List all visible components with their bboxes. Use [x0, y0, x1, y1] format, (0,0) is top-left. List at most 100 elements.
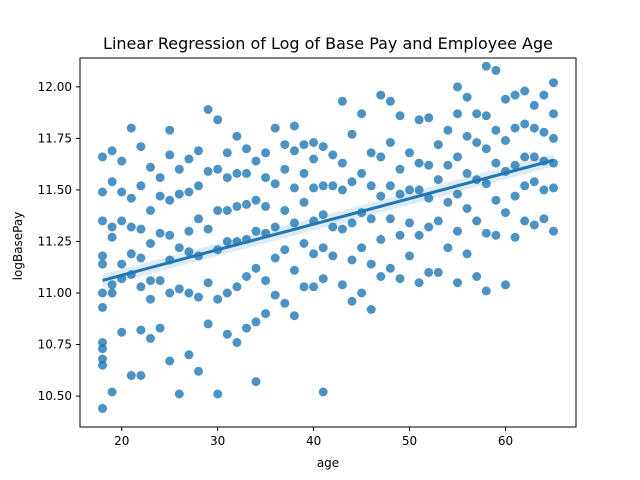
data-point — [126, 371, 136, 380]
data-point — [232, 168, 242, 178]
data-point — [126, 249, 136, 259]
data-point — [481, 111, 491, 121]
data-point — [136, 181, 146, 191]
data-point — [251, 317, 261, 327]
data-point — [549, 109, 558, 119]
data-point — [424, 113, 434, 123]
data-point — [318, 274, 328, 284]
data-point — [472, 138, 482, 147]
data-point — [433, 267, 443, 277]
data-point — [520, 152, 530, 162]
data-point — [520, 119, 530, 129]
data-point — [126, 123, 136, 133]
data-point — [347, 218, 357, 228]
data-point — [539, 90, 549, 100]
data-point — [136, 253, 146, 263]
data-point — [462, 92, 472, 102]
data-point — [481, 228, 491, 238]
data-point — [414, 278, 424, 288]
data-point — [385, 138, 395, 147]
data-point — [174, 189, 184, 199]
data-point — [117, 156, 127, 166]
data-point — [433, 175, 443, 185]
data-point — [424, 267, 434, 277]
data-point — [443, 197, 453, 207]
data-point — [347, 129, 357, 139]
data-point — [203, 224, 213, 234]
data-point — [98, 288, 107, 298]
data-point — [165, 125, 175, 135]
data-point — [549, 183, 558, 193]
data-point — [491, 125, 501, 135]
data-point — [549, 226, 558, 236]
data-point — [280, 245, 290, 255]
data-point — [481, 61, 491, 71]
data-point — [328, 150, 338, 160]
data-point — [194, 181, 203, 191]
data-point — [395, 189, 405, 199]
data-point — [299, 140, 309, 150]
data-point — [222, 206, 232, 215]
x-tick-label: 50 — [402, 434, 417, 448]
data-point — [280, 164, 290, 174]
data-point — [328, 251, 338, 261]
data-point — [414, 230, 424, 240]
data-point — [222, 148, 232, 158]
data-point — [385, 181, 395, 191]
chart-title: Linear Regression of Log of Base Pay and… — [103, 34, 553, 53]
data-point — [126, 222, 136, 232]
data-point — [251, 195, 261, 205]
data-point — [510, 232, 520, 242]
data-point — [357, 288, 367, 298]
data-point — [414, 115, 424, 125]
data-point — [414, 185, 424, 195]
data-point — [270, 290, 280, 300]
data-point — [203, 166, 213, 176]
data-point — [529, 152, 539, 162]
data-point — [510, 123, 520, 133]
data-point — [318, 142, 328, 152]
data-point — [174, 164, 184, 174]
data-point — [501, 94, 510, 104]
y-tick-label: 11.00 — [38, 286, 72, 300]
data-point — [501, 280, 510, 290]
data-point — [357, 168, 367, 178]
data-point — [98, 302, 107, 312]
data-point — [194, 214, 203, 224]
data-point — [203, 105, 213, 114]
data-point — [385, 263, 395, 273]
y-axis-label: logBasePay — [11, 212, 25, 281]
data-point — [155, 173, 165, 183]
data-point — [520, 86, 530, 96]
data-point — [270, 253, 280, 263]
data-point — [146, 206, 155, 215]
data-point — [261, 309, 271, 319]
data-point — [472, 272, 482, 281]
data-point — [155, 228, 165, 238]
data-point — [481, 286, 491, 296]
data-point — [251, 263, 261, 273]
data-point — [529, 123, 539, 133]
data-point — [520, 216, 530, 226]
axes: 20 30 40 50 60 10.50 10.75 11.00 11.25 11.50 11.75… — [38, 57, 577, 448]
data-point — [194, 292, 203, 302]
data-point — [328, 222, 338, 232]
data-point — [213, 294, 223, 304]
data-point — [165, 356, 175, 366]
data-point — [289, 218, 299, 228]
data-point — [299, 168, 309, 178]
data-point — [376, 191, 386, 201]
data-point — [357, 109, 367, 119]
data-point — [376, 234, 386, 244]
data-point — [472, 216, 482, 226]
data-point — [529, 177, 539, 187]
data-point — [443, 243, 453, 253]
data-point — [146, 162, 155, 172]
data-point — [366, 148, 376, 158]
data-point — [232, 338, 242, 347]
data-point — [424, 222, 434, 232]
data-point — [136, 371, 146, 380]
data-point — [184, 226, 194, 236]
data-point — [376, 152, 386, 162]
